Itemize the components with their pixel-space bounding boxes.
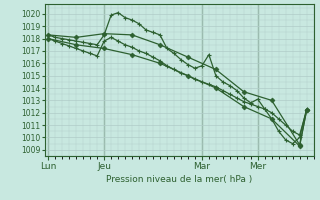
X-axis label: Pression niveau de la mer( hPa ): Pression niveau de la mer( hPa ): [106, 175, 252, 184]
